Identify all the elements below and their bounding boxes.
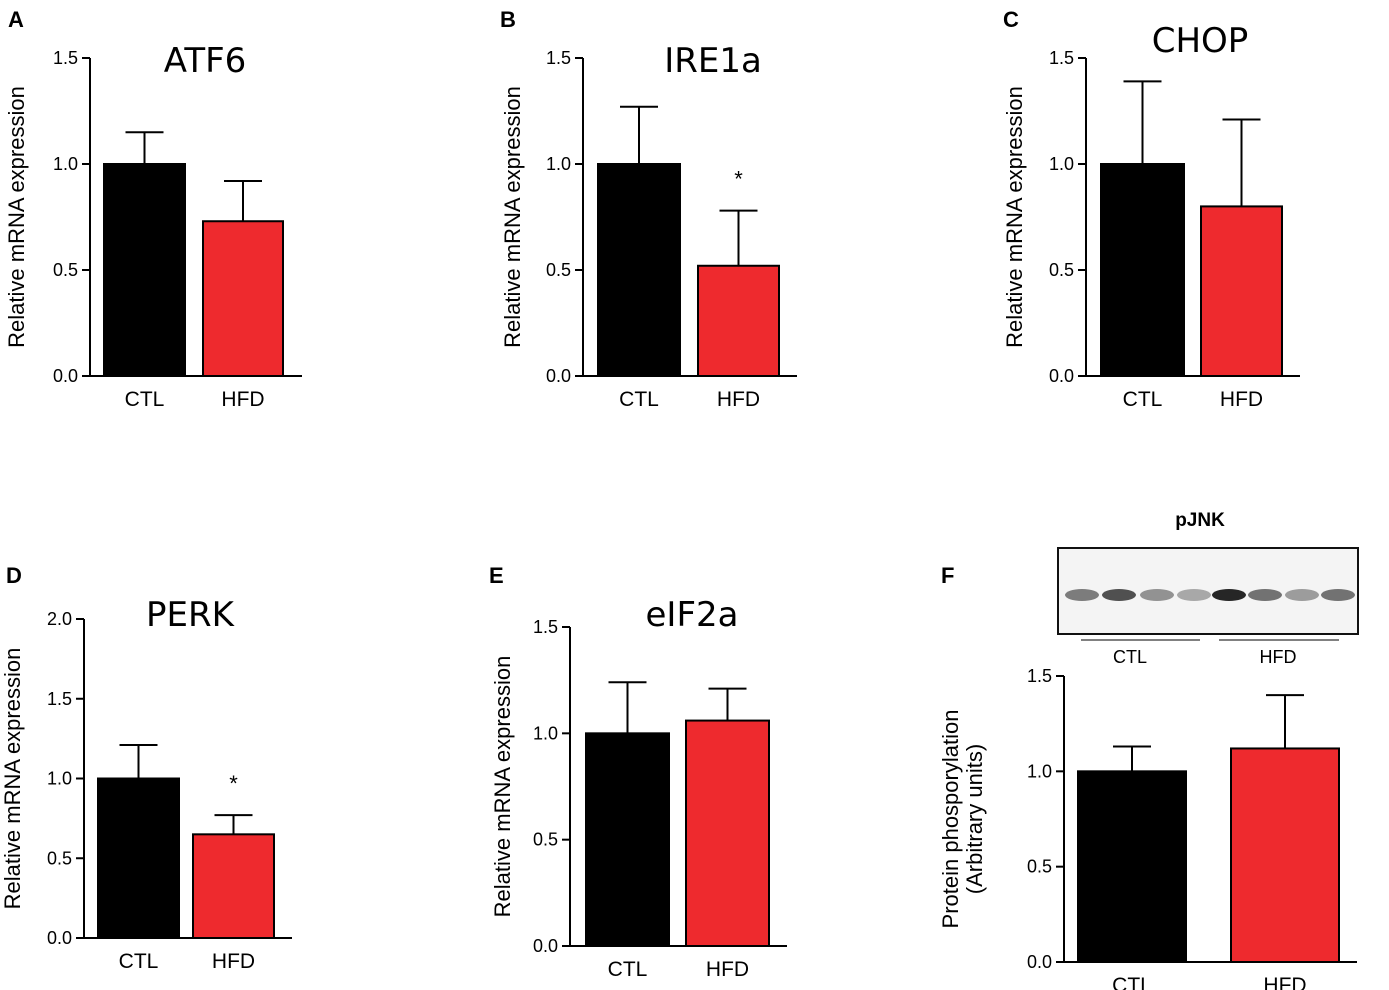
y-tick-label: 0.5 [1049, 260, 1074, 280]
bar-ctl [597, 163, 681, 377]
y-axis-label: Relative mRNA expression [0, 648, 25, 910]
blot-band [1212, 589, 1246, 601]
x-tick-label: CTL [1123, 388, 1163, 411]
x-tick-label: HFD [1220, 388, 1263, 411]
significance-marker: * [229, 771, 238, 796]
blot-band [1285, 589, 1319, 601]
y-tick-label: 0.0 [1027, 952, 1052, 972]
bar-hfd [202, 220, 284, 377]
y-tick-label: 0.0 [53, 366, 78, 386]
blot-band [1321, 589, 1355, 601]
y-axis-label: Relative mRNA expression [1002, 86, 1027, 348]
y-tick-label: 0.5 [1027, 857, 1052, 877]
x-tick-label: HFD [221, 388, 264, 411]
bar-hfd [1200, 205, 1283, 377]
blot-group-label: HFD [1260, 647, 1297, 667]
x-tick-label: CTL [125, 388, 165, 411]
bar-ctl [103, 163, 186, 377]
chart-title: eIF2a [646, 595, 739, 635]
x-tick-label: HFD [706, 958, 749, 981]
y-tick-label: 0.0 [546, 366, 571, 386]
significance-marker: * [734, 167, 743, 192]
bar-ctl [1077, 770, 1187, 963]
y-tick-label: 0.5 [546, 260, 571, 280]
y-tick-label: 1.0 [1027, 761, 1052, 781]
chart-title: IRE1a [664, 41, 762, 81]
panel-f: F Protein phosporylation(Arbitrary units)… [938, 510, 1359, 990]
panel-label: F [941, 563, 954, 588]
y-tick-label: 1.0 [533, 723, 558, 743]
y-tick-label: 1.5 [533, 617, 558, 637]
y-tick-label: 2.0 [47, 609, 72, 629]
blot-band [1065, 589, 1099, 601]
bar-ctl [97, 777, 180, 939]
y-tick-label: 0.5 [47, 848, 72, 868]
x-tick-label: HFD [1263, 974, 1306, 990]
y-axis-label-line: (Arbitrary units) [962, 744, 987, 894]
y-axis-label: Relative mRNA expression [490, 656, 515, 918]
panel-a: A ATF6 Relative mRNA expression CTL HFD 0.0 0.… [4, 7, 302, 411]
panel-d: D PERK Relative mRNA expression CTL HFD * 0.0 0… [0, 563, 292, 973]
y-tick-label: 1.0 [1049, 154, 1074, 174]
bar-hfd [1230, 747, 1340, 963]
chart-title: CHOP [1152, 21, 1249, 61]
y-tick-label: 0.0 [47, 928, 72, 948]
y-tick-label: 0.0 [533, 936, 558, 956]
panel-label: D [6, 563, 22, 588]
y-tick-label: 0.5 [53, 260, 78, 280]
blot-label: pJNK [1175, 510, 1225, 531]
blot-band [1102, 589, 1136, 601]
y-axis-label: Relative mRNA expression [4, 86, 29, 348]
y-axis-label: Relative mRNA expression [500, 86, 525, 348]
chart-title: PERK [146, 595, 236, 635]
y-tick-label: 1.0 [546, 154, 571, 174]
x-tick-label: CTL [119, 950, 159, 973]
panel-b: B IRE1a Relative mRNA expression CTL HFD * 0.0… [500, 7, 797, 411]
blot-group-label: CTL [1113, 647, 1147, 667]
bar-hfd [685, 719, 770, 947]
y-tick-label: 1.0 [47, 769, 72, 789]
blot-band [1140, 589, 1174, 601]
y-tick-label: 1.5 [546, 48, 571, 68]
panel-label: E [489, 563, 504, 588]
y-tick-label: 1.5 [47, 689, 72, 709]
x-tick-label: CTL [1112, 974, 1152, 990]
bar-ctl [585, 732, 670, 947]
blot-band [1248, 589, 1282, 601]
y-axis-label: Protein phosporylation(Arbitrary units) [938, 710, 987, 929]
bar-ctl [1100, 163, 1185, 377]
panel-c: C CHOP Relative mRNA expression CTL HFD 0.0 0.… [1002, 7, 1300, 411]
y-tick-label: 0.0 [1049, 366, 1074, 386]
panel-label: B [500, 7, 516, 32]
blot-band [1177, 589, 1211, 601]
y-tick-label: 1.5 [53, 48, 78, 68]
chart-title: ATF6 [164, 41, 247, 81]
bar-hfd [697, 264, 780, 378]
x-tick-label: HFD [212, 950, 255, 973]
bar-hfd [192, 833, 275, 940]
y-tick-label: 1.5 [1049, 48, 1074, 68]
y-axis-label-line: Protein phosporylation [938, 710, 963, 929]
x-tick-label: CTL [619, 388, 659, 411]
x-tick-label: CTL [608, 958, 648, 981]
y-tick-label: 1.5 [1027, 666, 1052, 686]
x-tick-label: HFD [717, 388, 760, 411]
y-tick-label: 0.5 [533, 830, 558, 850]
panel-label: C [1003, 7, 1019, 32]
panel-label: A [8, 7, 24, 32]
y-tick-label: 1.0 [53, 154, 78, 174]
